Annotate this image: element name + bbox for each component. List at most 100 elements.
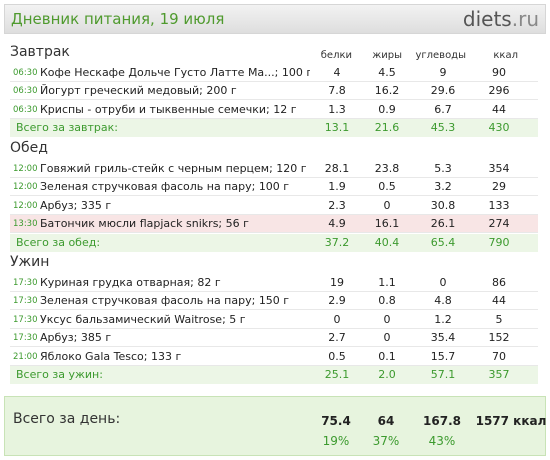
value-kcal: 357 bbox=[488, 368, 510, 381]
food-name[interactable]: Йогурт греческий медовый; 200 г bbox=[40, 84, 237, 98]
day-total-fat: 64 bbox=[377, 414, 395, 428]
food-row[interactable]: 06:30 Кофе Нескафе Дольче Густо Латте Ма.… bbox=[10, 64, 538, 82]
food-row[interactable]: 12:00 Говяжий гриль-стейк с черным перцем… bbox=[10, 160, 538, 178]
food-time: 06:30 bbox=[13, 104, 38, 115]
food-name[interactable]: Зеленая стручковая фасоль на пару; 150 г bbox=[40, 294, 290, 308]
value-fat: 0.8 bbox=[378, 294, 396, 308]
food-name[interactable]: Батончик мюсли flapjack snikrs; 56 г bbox=[40, 217, 249, 231]
food-row[interactable]: 06:30 Йогурт греческий медовый; 200 г 7.8 1… bbox=[10, 82, 538, 101]
food-name[interactable]: Яблоко Gala Tesco; 133 г bbox=[40, 349, 182, 363]
value-carbs: 35.4 bbox=[430, 331, 456, 345]
food-row[interactable]: 17:30 Куриная грудка отварная; 82 г 19 1.1 0… bbox=[10, 274, 538, 292]
food-name[interactable]: Уксус бальзамический Waitrose; 5 г bbox=[40, 312, 246, 326]
header-bar: Дневник питания, 19 июля diets.ru bbox=[4, 4, 546, 34]
food-name[interactable]: Зеленая стручковая фасоль на пару; 100 г bbox=[40, 180, 290, 194]
day-total-kcal: 1577 ккал bbox=[475, 414, 547, 428]
value-fat: 2.0 bbox=[378, 368, 396, 381]
value-kcal: 29 bbox=[492, 180, 506, 194]
food-row[interactable]: 12:00 Арбуз; 335 г 2.3 0 30.8 133 bbox=[10, 197, 538, 215]
value-kcal: 44 bbox=[492, 294, 506, 308]
value-carbs: 0 bbox=[439, 276, 447, 289]
value-fat: 0 bbox=[383, 331, 391, 345]
food-row[interactable]: 21:00 Яблоко Gala Tesco; 133 г 0.5 0.1 15.7 7… bbox=[10, 348, 538, 366]
value-fat: 16.2 bbox=[374, 84, 400, 98]
value-protein: 1.9 bbox=[328, 180, 346, 194]
day-total-carbs: 167.8 bbox=[423, 414, 461, 428]
value-carbs: 6.7 bbox=[434, 102, 452, 116]
value-fat: 0.1 bbox=[378, 349, 396, 363]
food-time: 17:30 bbox=[13, 278, 38, 288]
food-name[interactable]: Куриная грудка отварная; 82 г bbox=[40, 276, 221, 289]
value-carbs: 29.6 bbox=[430, 84, 456, 98]
day-percent-carbs: 43% bbox=[428, 434, 456, 448]
value-fat: 1.1 bbox=[378, 276, 396, 289]
value-kcal: 5 bbox=[495, 312, 503, 326]
value-carbs: 30.8 bbox=[430, 198, 456, 212]
food-time: 06:30 bbox=[13, 68, 38, 78]
value-kcal: 152 bbox=[488, 331, 510, 345]
column-header-fat: жиры bbox=[372, 50, 402, 61]
value-kcal: 90 bbox=[492, 66, 506, 79]
value-fat: 4.5 bbox=[378, 66, 396, 79]
value-fat: 0.5 bbox=[378, 180, 396, 194]
value-carbs: 3.2 bbox=[434, 180, 452, 194]
food-row[interactable]: 17:30 Уксус бальзамический Waitrose; 5 г 0… bbox=[10, 311, 538, 329]
value-protein: 7.8 bbox=[328, 84, 346, 98]
food-time: 12:00 bbox=[13, 182, 38, 193]
value-protein: 0 bbox=[333, 312, 341, 326]
value-kcal: 274 bbox=[488, 217, 510, 231]
page-title: Дневник питания, 19 июля bbox=[11, 10, 225, 28]
food-time: 17:30 bbox=[13, 296, 38, 307]
value-kcal: 70 bbox=[492, 349, 506, 363]
value-protein: 2.9 bbox=[328, 294, 346, 308]
value-carbs: 9 bbox=[439, 66, 447, 79]
meal-total-row: Всего за ужин: 25.1 2.0 57.1 357 bbox=[10, 366, 538, 384]
value-protein: 37.2 bbox=[324, 235, 350, 249]
value-kcal: 133 bbox=[488, 198, 510, 212]
food-name[interactable]: Криспы - отруби и тыквенные семечки; 12 … bbox=[40, 102, 297, 116]
food-row[interactable]: 06:30 Криспы - отруби и тыквенные семечки… bbox=[10, 101, 538, 119]
meal-total-label: Всего за завтрак: bbox=[16, 121, 119, 135]
day-total-label: Всего за день: bbox=[13, 411, 121, 427]
meal-title: Завтрак bbox=[10, 44, 70, 60]
value-protein: 4 bbox=[333, 66, 341, 79]
value-fat: 40.4 bbox=[374, 235, 400, 249]
meal-total-label: Всего за ужин: bbox=[16, 368, 103, 381]
logo-tld: .ru bbox=[511, 7, 539, 31]
value-fat: 0.9 bbox=[378, 102, 396, 116]
value-protein: 19 bbox=[330, 276, 344, 289]
meal-total-row: Всего за завтрак: 13.1 21.6 45.3 430 bbox=[10, 119, 538, 138]
value-protein: 4.9 bbox=[328, 217, 346, 231]
food-row[interactable]: 17:30 Зеленая стручковая фасоль на пару; … bbox=[10, 292, 538, 311]
food-time: 21:00 bbox=[13, 351, 38, 362]
food-time: 12:00 bbox=[13, 164, 38, 174]
food-row[interactable]: 12:00 Зеленая стручковая фасоль на пару; … bbox=[10, 178, 538, 197]
food-row[interactable]: 13:30 Батончик мюсли flapjack snikrs; 56 … bbox=[10, 215, 538, 234]
value-kcal: 430 bbox=[488, 121, 510, 135]
food-row[interactable]: 17:30 Арбуз; 385 г 2.7 0 35.4 152 bbox=[10, 329, 538, 348]
meal-title: Ужин bbox=[10, 254, 50, 270]
value-kcal: 86 bbox=[492, 276, 506, 289]
food-name[interactable]: Арбуз; 385 г bbox=[40, 331, 112, 345]
column-header-protein: белки bbox=[320, 50, 352, 61]
value-fat: 23.8 bbox=[374, 162, 400, 175]
value-carbs: 4.8 bbox=[434, 294, 452, 308]
site-logo[interactable]: diets.ru bbox=[463, 7, 539, 31]
logo-main: diets bbox=[462, 7, 512, 31]
value-protein: 0.5 bbox=[328, 349, 346, 363]
value-protein: 2.7 bbox=[328, 331, 346, 345]
day-percent-protein: 19% bbox=[322, 434, 350, 448]
column-header-kcal: ккал bbox=[493, 50, 518, 61]
day-total-box: Всего за день: 75.4 64 167.8 1577 ккал 1… bbox=[4, 396, 546, 456]
food-name[interactable]: Говяжий гриль-стейк с черным перцем; 120… bbox=[40, 162, 307, 175]
value-protein: 2.3 bbox=[328, 198, 346, 212]
value-fat: 0 bbox=[383, 198, 391, 212]
value-carbs: 1.2 bbox=[434, 312, 452, 326]
food-name[interactable]: Кофе Нескафе Дольче Густо Латте Ма...; 1… bbox=[40, 66, 310, 79]
value-kcal: 790 bbox=[488, 235, 510, 249]
meal-total-row: Всего за обед: 37.2 40.4 65.4 790 bbox=[10, 233, 538, 252]
food-name[interactable]: Арбуз; 335 г bbox=[40, 198, 112, 212]
value-protein: 13.1 bbox=[324, 121, 350, 135]
food-time: 13:30 bbox=[13, 219, 38, 230]
column-header-carbs: углеводы bbox=[415, 50, 466, 61]
